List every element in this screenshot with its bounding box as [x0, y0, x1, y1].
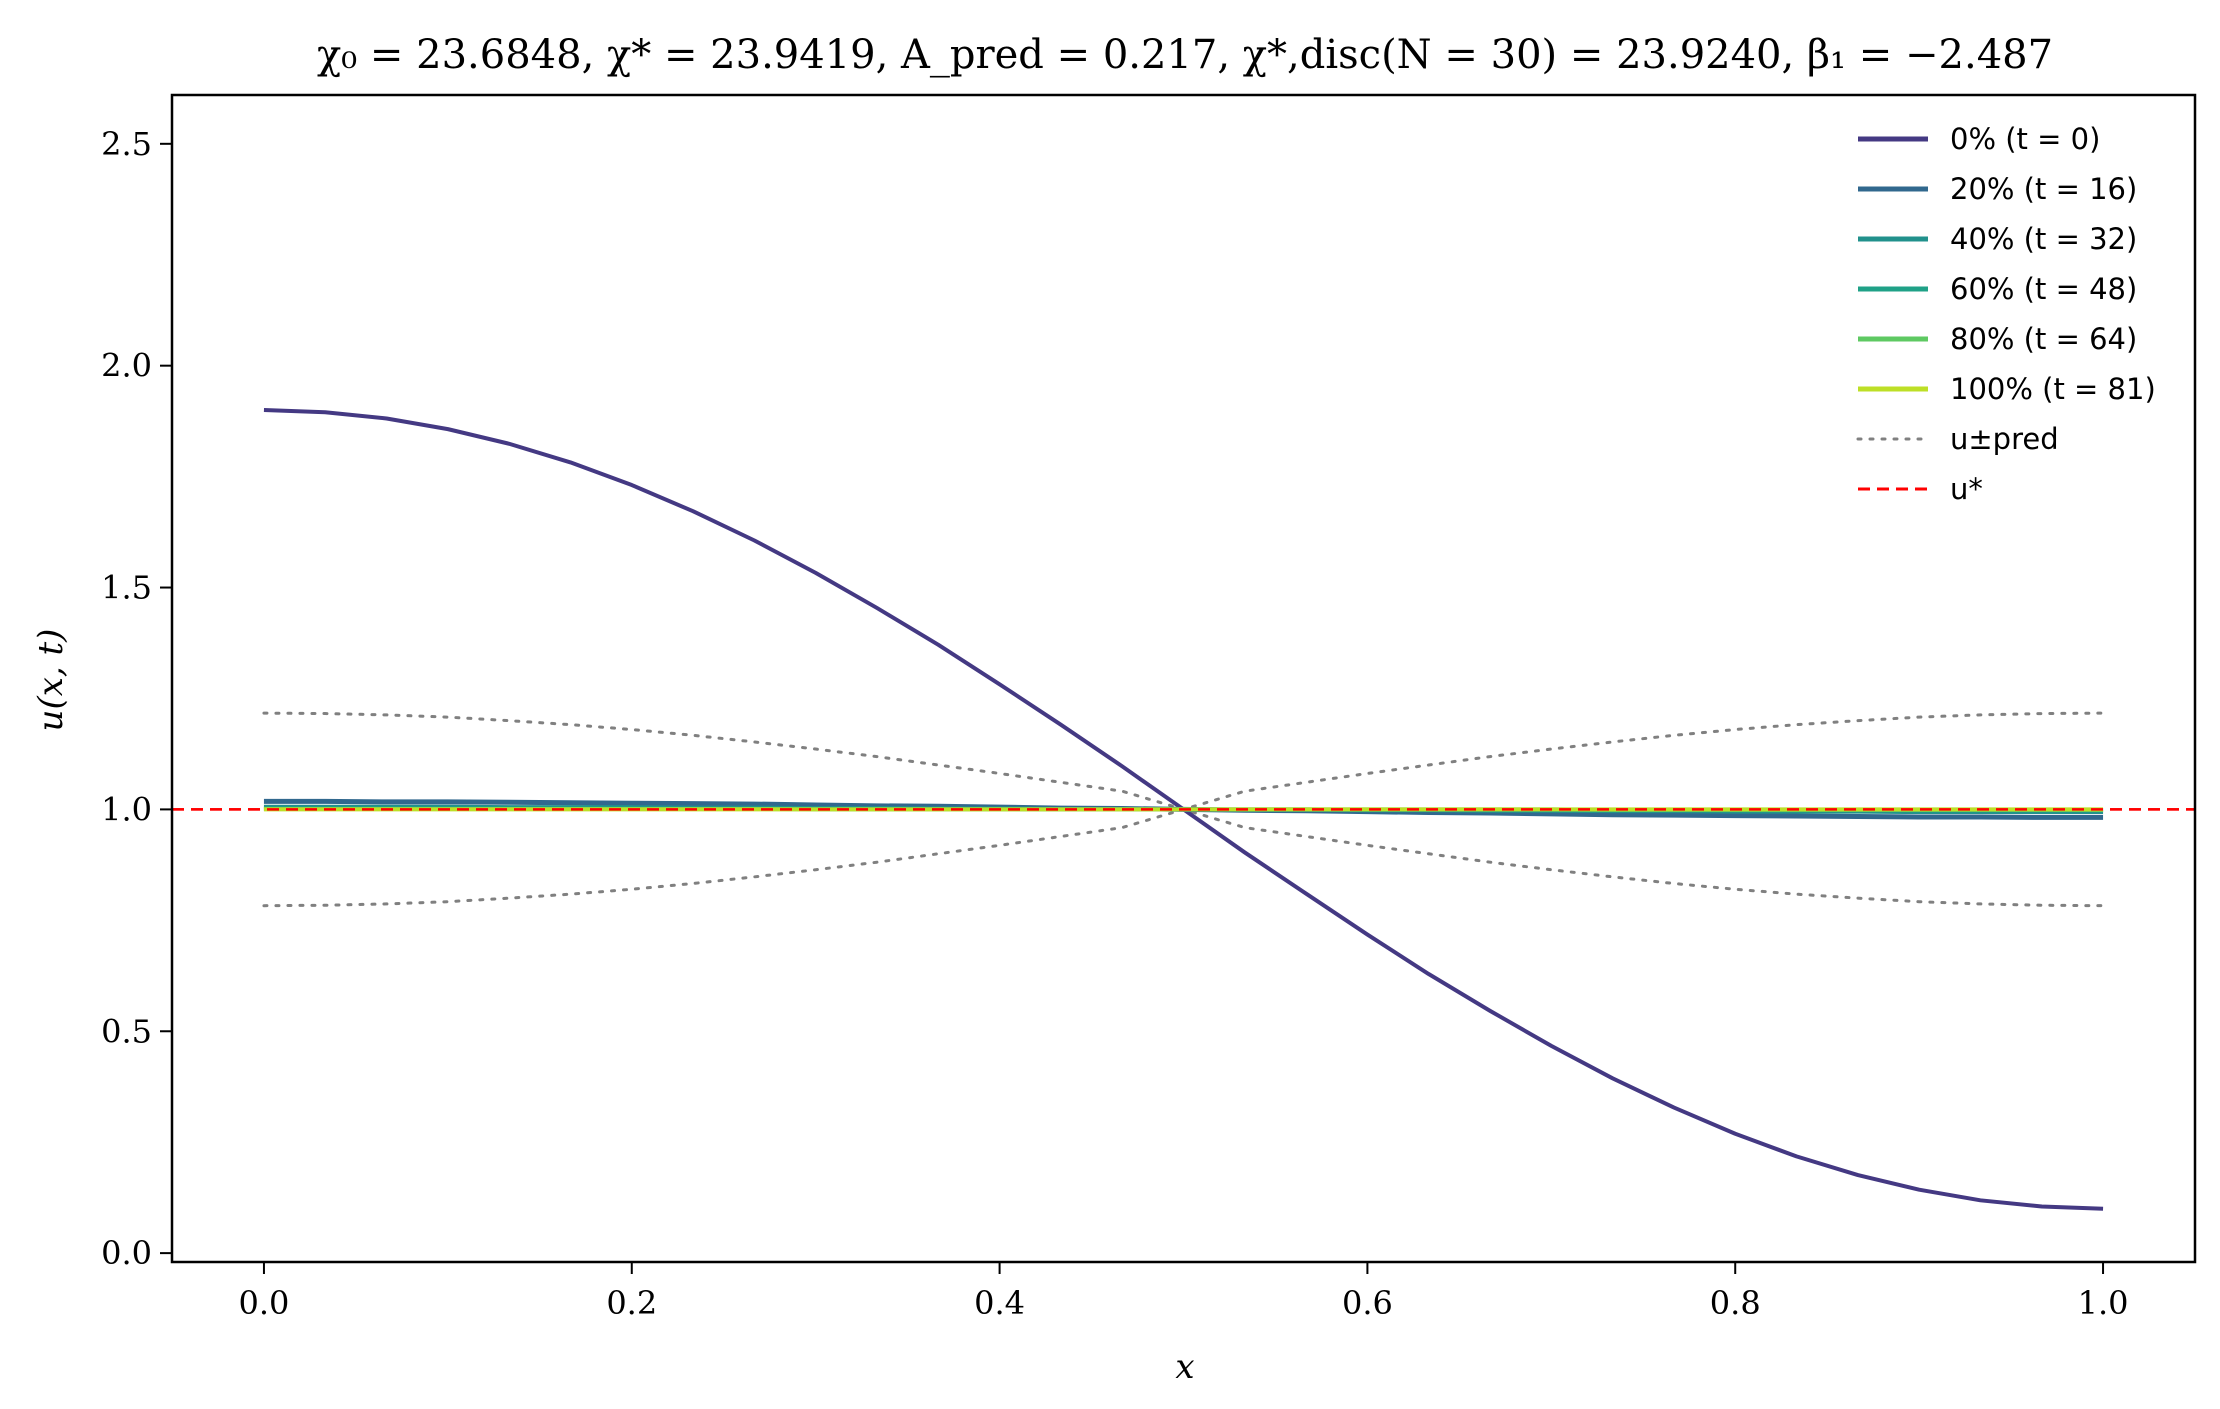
- legend-label: 60% (t = 48): [1950, 272, 2137, 306]
- y-tick-label: 0.5: [101, 1012, 152, 1050]
- x-tick-label: 0.4: [974, 1284, 1025, 1322]
- chart-title: χ₀ = 23.6848, χ* = 23.9419, A_pred = 0.2…: [317, 32, 2053, 78]
- y-tick-label: 1.5: [101, 569, 152, 607]
- legend-label: u±pred: [1950, 422, 2059, 456]
- legend-label: 100% (t = 81): [1950, 372, 2156, 406]
- x-tick-label: 0.2: [606, 1284, 657, 1322]
- legend-label: 0% (t = 0): [1950, 122, 2100, 156]
- legend-label: 40% (t = 32): [1950, 222, 2137, 256]
- x-tick-label: 0.0: [239, 1284, 290, 1322]
- plot-frame: [170, 93, 2197, 1264]
- x-axis-label: x: [1175, 1347, 1194, 1387]
- x-tick-label: 0.6: [1342, 1284, 1393, 1322]
- legend-label: u*: [1950, 472, 1983, 506]
- x-tick-label: 1.0: [2078, 1284, 2129, 1322]
- y-tick-label: 0.0: [101, 1234, 152, 1272]
- y-tick-label: 2.0: [101, 347, 152, 385]
- y-tick-label: 1.0: [101, 790, 152, 828]
- legend-label: 20% (t = 16): [1950, 172, 2137, 206]
- x-tick-label: 0.8: [1710, 1284, 1761, 1322]
- legend-label: 80% (t = 64): [1950, 322, 2137, 356]
- y-axis-label: u(x, t): [31, 629, 71, 732]
- y-tick-label: 2.5: [101, 125, 152, 163]
